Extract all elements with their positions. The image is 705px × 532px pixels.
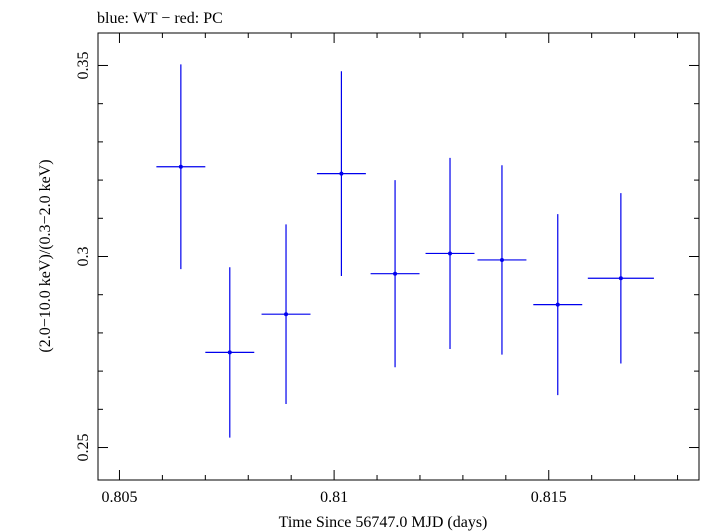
point-marker (555, 302, 560, 307)
point-marker (499, 257, 504, 262)
point-marker (618, 276, 623, 281)
point-marker (227, 350, 232, 355)
point-marker (393, 271, 398, 276)
data-point (425, 157, 475, 349)
point-marker (448, 251, 453, 256)
data-series (156, 64, 654, 438)
y-tick-label: 0.35 (75, 51, 92, 79)
data-point (156, 64, 206, 270)
y-tick-label: 0.25 (75, 434, 92, 462)
y-axis-label: (2.0−10.0 keV)/(0.3−2.0 keV) (37, 159, 54, 352)
point-marker (284, 312, 289, 317)
data-point (261, 224, 311, 404)
point-marker (339, 171, 344, 176)
data-point (587, 193, 654, 364)
data-point (370, 180, 420, 368)
x-tick-label: 0.815 (531, 489, 567, 506)
x-tick-label: 0.805 (101, 489, 137, 506)
y-tick-label: 0.3 (75, 247, 92, 267)
x-axis: 0.805 0.81 0.815 (101, 33, 679, 506)
y-axis: 0.25 0.3 0.35 (75, 51, 699, 462)
data-point (533, 214, 583, 396)
x-tick-label: 0.81 (320, 489, 348, 506)
point-marker (178, 164, 183, 169)
data-point (205, 267, 255, 438)
plot-frame (97, 32, 700, 481)
x-axis-label: Time Since 56747.0 MJD (days) (279, 514, 488, 531)
data-point (477, 165, 527, 355)
data-point (316, 71, 366, 276)
chart-title: blue: WT − red: PC (97, 10, 223, 27)
